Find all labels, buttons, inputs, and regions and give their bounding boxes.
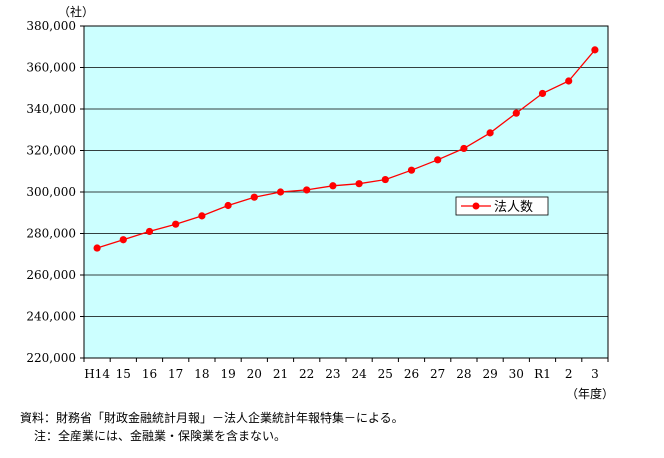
footnote: 注：全産業には、金融業・保険業を含まない。 (34, 429, 287, 443)
data-point (250, 193, 258, 201)
gridlines (84, 67, 608, 317)
data-point (276, 188, 285, 196)
data-point (486, 129, 494, 137)
data-point (172, 220, 180, 228)
x-tick-label: 29 (482, 367, 497, 381)
legend-marker (472, 202, 480, 210)
data-point (538, 89, 547, 98)
x-tick-label: 23 (325, 367, 340, 381)
y-tick-label: 320,000 (26, 144, 76, 158)
legend: 法人数 (455, 196, 549, 216)
x-tick-label: 26 (404, 367, 419, 381)
data-point (119, 236, 127, 244)
x-tick-label: 15 (116, 367, 131, 381)
data-point (460, 144, 468, 153)
y-tick-label: 360,000 (26, 61, 76, 75)
data-point (198, 212, 206, 220)
legend-box (455, 196, 549, 216)
x-tick-label: 19 (220, 367, 235, 381)
x-tick-label: 21 (273, 367, 288, 381)
y-tick-label: 280,000 (26, 227, 76, 241)
x-axis-unit: （年度） (566, 386, 614, 401)
x-tick-label: 20 (247, 367, 262, 381)
data-point (434, 156, 442, 164)
y-tick-label: 220,000 (26, 351, 76, 365)
x-axis-ticks: H14 15 16 17 18 19 20 21 22 23 24 25 26 27 28 29 30 R1 2 3 (83, 358, 609, 381)
data-point (355, 180, 363, 188)
x-tick-label: 17 (168, 367, 183, 381)
data-point (329, 182, 337, 190)
x-tick-label: 16 (142, 367, 157, 381)
data-point (381, 175, 389, 184)
x-tick-label: 30 (509, 367, 524, 381)
y-axis-unit: （社） (58, 4, 94, 19)
series-layer (93, 46, 599, 252)
x-tick-label: 22 (299, 367, 314, 381)
y-tick-label: 240,000 (26, 310, 76, 324)
data-point (512, 109, 520, 117)
x-tick-label: 18 (194, 367, 209, 381)
y-axis-ticks: 220,000 240,000 260,000 280,000 300,000 320,0… (26, 19, 84, 365)
x-tick-label: R1 (534, 367, 551, 381)
data-point (565, 77, 573, 85)
y-tick-label: 260,000 (26, 268, 76, 282)
x-tick-label: 25 (378, 367, 393, 381)
x-tick-label: 28 (456, 367, 471, 381)
x-tick-label: 24 (351, 367, 367, 381)
source-note: 資料：財務省「財政金融統計月報」－法人企業統計年報特集－による。 (20, 411, 404, 425)
data-point (303, 186, 311, 194)
x-tick-label: 3 (591, 367, 599, 381)
data-point (145, 227, 154, 236)
data-point (591, 46, 599, 54)
legend-label: 法人数 (494, 200, 533, 215)
y-tick-label: 380,000 (26, 19, 76, 33)
y-tick-label: 340,000 (26, 102, 76, 116)
data-point (224, 201, 232, 210)
series-line (96, 49, 596, 249)
x-tick-label: H14 (84, 367, 110, 381)
data-point (93, 244, 101, 252)
x-tick-label: 2 (565, 367, 573, 381)
data-point (407, 166, 416, 174)
x-tick-label: 27 (430, 367, 445, 381)
y-tick-label: 300,000 (26, 185, 76, 199)
